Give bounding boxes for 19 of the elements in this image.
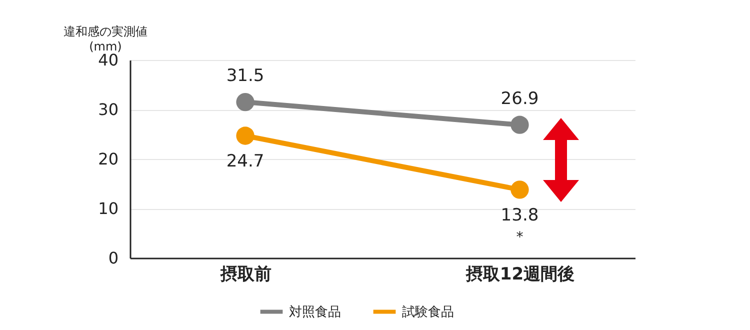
data-label: 31.5 <box>226 66 264 86</box>
y-tick-label: 0 <box>108 248 118 268</box>
point <box>236 93 254 112</box>
y-tick-label: 10 <box>98 199 118 218</box>
y-tick-label: 20 <box>98 150 118 168</box>
data-label: 24.7 <box>226 152 264 172</box>
data-label: 26.9 <box>500 88 539 109</box>
y-axis-title: 違和感の実測値 (mm) <box>64 24 148 54</box>
y-tick-label: 40 <box>98 50 118 70</box>
legend-label: 対照食品 <box>289 304 341 320</box>
y-tick-label: 30 <box>98 100 118 119</box>
x-tick-label: 摂取前 <box>219 264 272 284</box>
x-tick-label: 摂取12週間後 <box>464 264 575 284</box>
data-label: 13.8 <box>500 206 539 226</box>
annotation: * <box>516 230 524 246</box>
point <box>236 126 254 145</box>
point <box>510 180 529 199</box>
legend-label: 試験食品 <box>402 304 454 320</box>
point <box>510 116 529 134</box>
